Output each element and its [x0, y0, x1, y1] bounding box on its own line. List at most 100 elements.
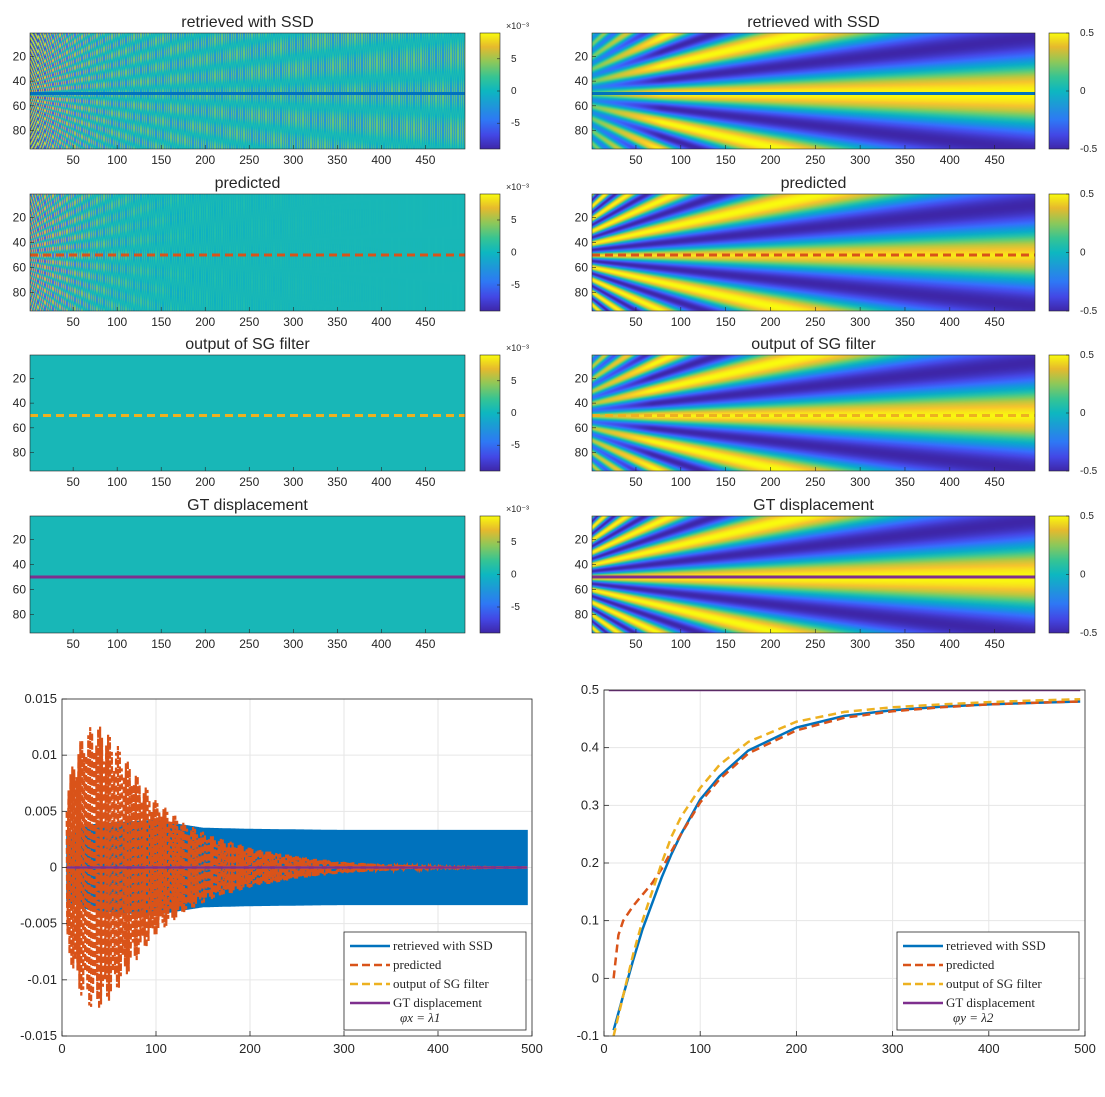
- colorbar-exponent: ×10⁻³: [506, 504, 529, 514]
- colorbar-tick-label: 5: [511, 537, 517, 548]
- x-tick-label: 200: [195, 153, 215, 167]
- colorbar-tick-label: 0: [1080, 408, 1086, 419]
- colorbar-tick-label: 5: [511, 54, 517, 65]
- series-2-line: [612, 697, 1081, 1036]
- legend-note: φy = λ2: [953, 1010, 994, 1025]
- x-tick-label: 300: [882, 1041, 904, 1056]
- heatmap-title: output of SG filter: [751, 336, 876, 353]
- x-tick-label: 250: [239, 315, 259, 329]
- x-tick-label: 200: [786, 1041, 808, 1056]
- y-tick-label: 40: [13, 396, 27, 410]
- y-tick-label: 60: [575, 99, 589, 113]
- x-tick-label: 200: [760, 475, 780, 489]
- x-tick-label: 500: [521, 1041, 543, 1056]
- line-chart-line-x: 0 100 200 300 400 500 -0.015 -0.01 -0.005 0 0.005 0…: [20, 691, 543, 1056]
- legend-label: output of SG filter: [946, 976, 1042, 991]
- y-tick-label: 20: [575, 371, 589, 385]
- y-tick-label: 40: [575, 236, 589, 250]
- y-tick-label: 0.015: [24, 691, 57, 706]
- heatmap-image: [30, 33, 465, 149]
- x-tick-label: 50: [629, 637, 643, 651]
- y-tick-label: 0.005: [24, 803, 57, 818]
- heatmap-frame: [29, 32, 466, 150]
- x-tick-label: 150: [151, 153, 171, 167]
- legend-box: [343, 931, 527, 1031]
- y-tick-label: 20: [575, 49, 589, 63]
- x-tick-label: 400: [371, 475, 391, 489]
- y-tick-label: 80: [575, 285, 589, 299]
- y-tick-label: 40: [13, 236, 27, 250]
- y-tick-label: 60: [575, 260, 589, 274]
- heatmap-frame: [29, 515, 466, 634]
- plot-area: [65, 726, 528, 1009]
- legend-label: predicted: [393, 957, 442, 972]
- heatmap-title: retrieved with SSD: [181, 14, 314, 31]
- heatmap-image: [30, 516, 465, 633]
- heatmap-frame: [29, 354, 466, 472]
- heatmap-image: [592, 194, 1035, 311]
- legend-box: [896, 931, 1080, 1031]
- heatmap-title: predicted: [781, 175, 847, 192]
- plot-area: [608, 690, 1081, 1036]
- x-tick-label: 400: [940, 637, 960, 651]
- x-tick-label: 200: [195, 315, 215, 329]
- x-tick-label: 450: [415, 315, 435, 329]
- x-tick-label: 150: [151, 475, 171, 489]
- x-tick-label: 200: [760, 153, 780, 167]
- x-tick-label: 250: [805, 637, 825, 651]
- y-tick-label: 40: [575, 558, 589, 572]
- legend-label: GT displacement: [946, 995, 1035, 1010]
- legend-label: retrieved with SSD: [946, 938, 1046, 953]
- x-tick-label: 100: [671, 475, 691, 489]
- x-tick-label: 200: [195, 637, 215, 651]
- y-tick-label: 40: [575, 396, 589, 410]
- y-tick-label: 0: [50, 860, 57, 875]
- y-tick-label: 60: [575, 421, 589, 435]
- x-tick-label: 400: [371, 637, 391, 651]
- x-tick-label: 200: [195, 475, 215, 489]
- x-tick-label: 250: [805, 315, 825, 329]
- y-tick-label: 40: [13, 74, 27, 88]
- y-tick-label: -0.015: [20, 1028, 57, 1043]
- x-tick-label: 300: [283, 637, 303, 651]
- x-tick-label: 400: [371, 315, 391, 329]
- y-tick-label: 20: [13, 371, 27, 385]
- y-tick-label: 20: [13, 49, 27, 63]
- y-tick-label: 0.3: [581, 797, 599, 812]
- colorbar-exponent: ×10⁻³: [506, 182, 529, 192]
- heatmap-image: [592, 355, 1035, 471]
- colorbar-exponent: ×10⁻³: [506, 343, 529, 353]
- colorbar-tick-label: 0: [1080, 86, 1086, 97]
- x-tick-label: 100: [671, 315, 691, 329]
- colorbar-tick-label: 0.5: [1080, 189, 1094, 200]
- heatmap-frame: [591, 32, 1036, 150]
- y-tick-label: 80: [13, 607, 27, 621]
- y-tick-label: 80: [575, 445, 589, 459]
- y-tick-label: 0: [592, 970, 599, 985]
- x-tick-label: 100: [107, 153, 127, 167]
- x-tick-label: 0: [58, 1041, 65, 1056]
- x-tick-label: 150: [716, 153, 736, 167]
- y-tick-label: 0.1: [581, 913, 599, 928]
- colorbar-tick-label: -0.5: [1080, 466, 1098, 477]
- x-tick-label: 150: [151, 637, 171, 651]
- x-tick-label: 100: [107, 637, 127, 651]
- x-tick-label: 300: [283, 153, 303, 167]
- x-tick-label: 150: [151, 315, 171, 329]
- colorbar-tick-label: -0.5: [1080, 628, 1098, 639]
- x-tick-label: 300: [283, 475, 303, 489]
- y-tick-label: 0.2: [581, 855, 599, 870]
- colorbar-tick-label: 0.5: [1080, 511, 1094, 522]
- x-tick-label: 300: [850, 153, 870, 167]
- x-tick-label: 100: [671, 637, 691, 651]
- legend: retrieved with SSD predicted output of SG …: [896, 931, 1080, 1031]
- heatmap-image: [30, 355, 465, 471]
- x-tick-label: 500: [1074, 1041, 1096, 1056]
- x-tick-label: 250: [805, 153, 825, 167]
- y-tick-label: 20: [13, 211, 27, 225]
- colorbar-tick-label: 0: [1080, 248, 1086, 259]
- heatmap-frame: [591, 193, 1036, 312]
- x-tick-label: 400: [371, 153, 391, 167]
- x-tick-label: 100: [689, 1041, 711, 1056]
